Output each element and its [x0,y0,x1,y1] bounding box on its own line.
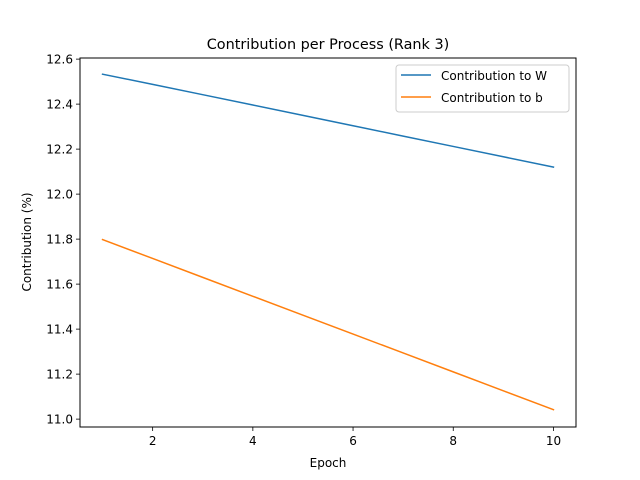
legend-label-w: Contribution to W [441,69,547,83]
series-line-1 [101,238,555,411]
y-tick-label: 12.0 [46,188,73,202]
legend-box [395,64,570,113]
y-axis-ticks: 11.0 11.2 11.4 11.6 11.8 12.0 12.2 12.4 12.6 [46,53,80,427]
y-tick-label: 12.2 [46,143,73,157]
x-tick-label: 4 [249,434,257,448]
y-axis-label: Contribution (%) [20,192,34,291]
x-tick-label: 8 [449,434,457,448]
chart-title: Contribution per Process (Rank 3) [207,37,449,53]
x-tick-label: 2 [149,434,157,448]
plot-area [101,73,555,411]
legend-label-b: Contribution to b [441,91,543,105]
y-tick-label: 12.4 [46,98,73,112]
x-tick-label: 6 [349,434,357,448]
y-tick-label: 11.8 [46,233,73,247]
x-tick-label: 10 [546,434,561,448]
series-line-0 [101,73,555,169]
y-tick-label: 12.6 [46,53,73,67]
y-tick-label: 11.0 [46,413,73,427]
y-tick-label: 11.4 [46,323,73,337]
x-axis-ticks: 2 4 6 8 10 [149,427,561,448]
y-tick-label: 11.6 [46,278,73,292]
y-tick-label: 11.2 [46,368,73,382]
x-axis-label: Epoch [310,456,347,470]
legend: Contribution to W Contribution to b [395,64,570,113]
plot-frame [79,57,577,428]
